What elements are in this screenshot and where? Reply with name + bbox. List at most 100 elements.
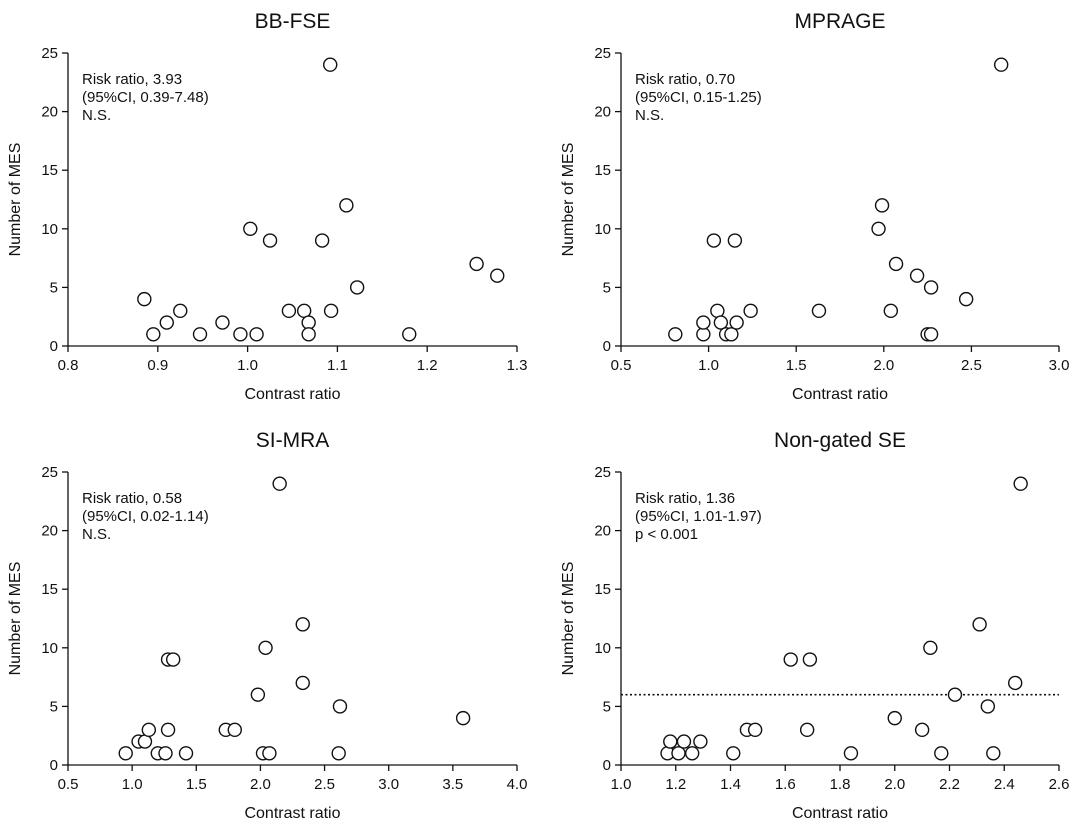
data-point [743, 303, 758, 319]
y-tick-label: 10 [41, 640, 58, 657]
data-point [141, 722, 157, 738]
data-point [874, 198, 890, 213]
chart-title: MPRAGE [794, 10, 885, 33]
x-tick-label: 2.6 [1049, 776, 1070, 793]
data-point [118, 746, 133, 761]
data-point [726, 746, 741, 761]
x-tick-label: 2.0 [873, 357, 894, 374]
x-tick-label: 1.0 [237, 357, 258, 374]
data-point [332, 699, 348, 714]
data-point [888, 256, 904, 272]
data-point [843, 746, 859, 761]
y-tick-label: 15 [594, 162, 611, 179]
data-point [295, 675, 310, 691]
risk-ratio-annotation: (95%CI, 0.15-1.25) [635, 89, 762, 106]
data-point [258, 640, 273, 655]
chart-panel: BB-FSE 0 5 10 15 20 25 0.8 0.9 1.0 1.1 1.2 1.3 Contra… [7, 10, 527, 403]
data-point [947, 687, 963, 702]
risk-ratio-annotation: N.S. [82, 107, 111, 124]
data-point [923, 327, 939, 342]
y-tick-label: 5 [50, 279, 58, 296]
x-tick-label: 1.3 [507, 357, 528, 374]
data-point [671, 746, 686, 761]
risk-ratio-annotation: Risk ratio, 0.58 [82, 490, 182, 507]
data-point [871, 221, 886, 237]
data-point [165, 652, 181, 667]
data-point [934, 746, 949, 761]
x-tick-label: 1.1 [327, 357, 348, 374]
x-tick-label: 1.5 [186, 776, 207, 793]
chart-panel: SI-MRA 0 5 10 15 20 25 0.5 1.0 1.5 2.0 2.5 3.0 3.5 4.0… [7, 429, 528, 822]
risk-ratio-annotation: Risk ratio, 3.93 [82, 71, 182, 88]
data-point [727, 233, 743, 248]
risk-ratio-annotation: N.S. [82, 526, 111, 543]
x-axis-label: Contrast ratio [792, 386, 888, 403]
data-point [262, 233, 278, 248]
x-tick-label: 1.8 [830, 776, 851, 793]
y-tick-label: 10 [594, 221, 611, 238]
y-tick-label: 15 [41, 581, 58, 598]
chart-title: SI-MRA [256, 429, 330, 452]
x-tick-label: 3.0 [1049, 357, 1070, 374]
data-point [729, 315, 744, 330]
data-point [402, 327, 417, 342]
x-tick-label: 2.5 [314, 776, 335, 793]
data-point [811, 303, 827, 319]
data-point [455, 710, 471, 726]
x-tick-label: 4.0 [507, 776, 528, 793]
data-point [914, 722, 930, 738]
chart-title: BB-FSE [255, 10, 331, 33]
data-point [706, 233, 722, 248]
y-axis-label: Number of MES [7, 143, 24, 257]
y-tick-label: 20 [41, 104, 58, 121]
x-tick-label: 0.8 [58, 357, 79, 374]
y-tick-label: 25 [41, 45, 58, 62]
data-point [993, 57, 1009, 72]
data-point [159, 315, 174, 330]
data-point [249, 327, 264, 342]
data-point [178, 746, 194, 761]
data-point [469, 256, 484, 272]
data-point [137, 291, 152, 307]
data-point [158, 746, 173, 761]
chart-title: Non-gated SE [774, 429, 906, 452]
data-point [980, 699, 996, 714]
y-tick-label: 0 [50, 338, 58, 355]
y-tick-label: 15 [41, 162, 58, 179]
chart-panel: Non-gated SE 0 5 10 15 20 25 1.0 1.2 1.4 1.6 1.8 2.0… [560, 429, 1070, 822]
data-point [250, 687, 266, 702]
risk-ratio-annotation: (95%CI, 0.39-7.48) [82, 89, 209, 106]
data-point [243, 221, 258, 237]
data-point [301, 327, 316, 342]
data-point [799, 722, 815, 738]
x-tick-label: 3.0 [378, 776, 399, 793]
x-tick-label: 2.2 [939, 776, 960, 793]
data-point [663, 734, 678, 749]
data-point [160, 722, 176, 738]
y-tick-label: 25 [594, 464, 611, 481]
risk-ratio-annotation: Risk ratio, 1.36 [635, 490, 735, 507]
y-tick-label: 5 [50, 698, 58, 715]
data-point [958, 291, 974, 307]
data-point [314, 233, 330, 248]
x-axis-label: Contrast ratio [244, 386, 340, 403]
risk-ratio-annotation: N.S. [635, 107, 664, 124]
data-point [676, 734, 692, 749]
x-tick-label: 1.2 [665, 776, 686, 793]
y-tick-label: 20 [41, 523, 58, 540]
y-tick-label: 10 [41, 221, 58, 238]
x-tick-label: 2.5 [961, 357, 982, 374]
x-tick-label: 1.0 [611, 776, 632, 793]
data-point [173, 303, 188, 319]
y-tick-label: 0 [603, 757, 611, 774]
x-tick-label: 0.5 [58, 776, 79, 793]
x-axis-label: Contrast ratio [792, 805, 888, 819]
data-point [747, 722, 763, 738]
risk-ratio-annotation: p < 0.001 [635, 526, 698, 543]
x-tick-label: 1.6 [775, 776, 796, 793]
data-point [724, 327, 739, 342]
data-point [1013, 476, 1028, 491]
x-tick-label: 2.4 [994, 776, 1015, 793]
